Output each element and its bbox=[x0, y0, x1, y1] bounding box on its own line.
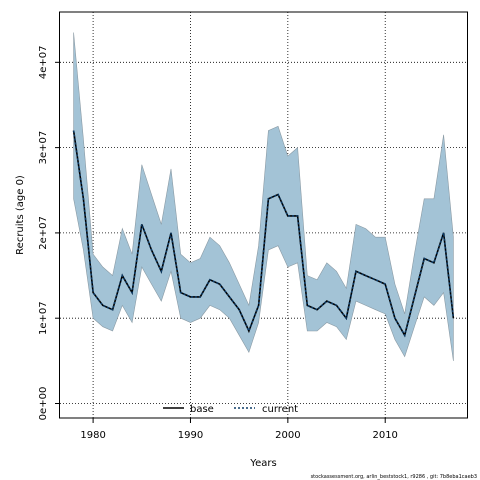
series-current-line bbox=[72, 130, 455, 338]
legend: base current bbox=[163, 404, 298, 415]
x-tick-label-1990: 1990 bbox=[178, 430, 203, 441]
x-tick-label-2010: 2010 bbox=[372, 430, 397, 441]
y-axis: 0e+00 1e+07 2e+07 3e+07 4e+07 bbox=[38, 45, 60, 420]
y-tick-label-0e+00: 0e+00 bbox=[38, 387, 49, 421]
x-axis: 1980 1990 2000 2010 bbox=[80, 418, 398, 441]
y-tick-label-2e+07: 2e+07 bbox=[38, 216, 49, 250]
footer-credit: stockassessment.org, arlin_beststock1, r… bbox=[311, 474, 477, 480]
series-lines bbox=[72, 130, 455, 338]
x-tick-label-2000: 2000 bbox=[275, 430, 300, 441]
x-axis-title: Years bbox=[249, 458, 276, 469]
legend-current-label: current bbox=[262, 404, 298, 415]
y-tick-label-4e+07: 4e+07 bbox=[38, 45, 49, 79]
confidence-ribbon bbox=[73, 32, 454, 361]
legend-base-label: base bbox=[190, 404, 214, 415]
x-tick-label-1980: 1980 bbox=[80, 430, 105, 441]
y-tick-label-3e+07: 3e+07 bbox=[38, 131, 49, 165]
y-tick-label-1e+07: 1e+07 bbox=[38, 301, 49, 335]
y-axis-title: Recruits (age 0) bbox=[15, 175, 26, 255]
plot-frame bbox=[59, 11, 468, 419]
